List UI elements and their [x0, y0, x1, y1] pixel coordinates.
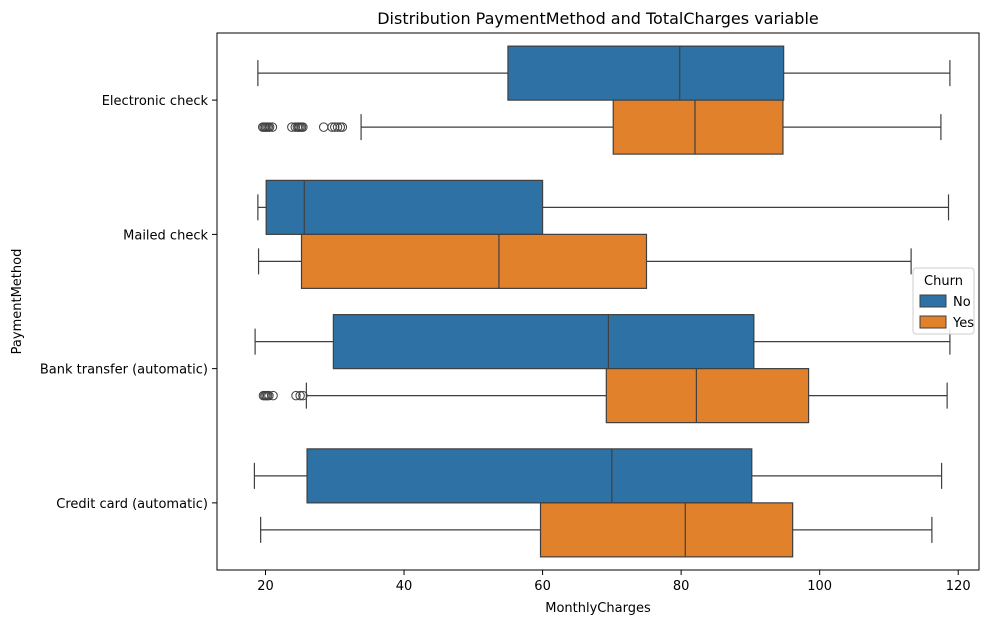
legend-title: Churn [924, 274, 963, 289]
box-yes [612, 99, 784, 155]
outlier-point [291, 390, 301, 401]
box-yes [605, 368, 810, 424]
x-axis-label: MonthlyCharges [545, 601, 651, 616]
outlier-point [267, 122, 278, 132]
outlier-point [332, 122, 343, 132]
box-no [332, 314, 755, 370]
legend: Churn No Yes [912, 267, 975, 335]
box-yes [539, 502, 794, 558]
y-tick-label: Bank transfer (automatic) [40, 363, 208, 378]
outlier-point [298, 122, 308, 132]
box-no [306, 448, 753, 504]
x-tick-label: 80 [673, 579, 690, 594]
x-tick-label: 100 [807, 579, 832, 594]
legend-label-yes: Yes [952, 316, 974, 331]
y-tick-label: Mailed check [123, 228, 208, 243]
outlier-point [337, 122, 348, 132]
outlier-point [264, 122, 275, 132]
box-no [265, 179, 544, 235]
box-no [507, 45, 785, 101]
legend-label-no: No [953, 295, 971, 310]
legend-swatch-yes [919, 315, 947, 329]
y-tick-label: Credit card (automatic) [56, 497, 208, 512]
outlier-point [318, 122, 329, 132]
outlier-point [295, 390, 305, 401]
y-tick-label: Electronic check [102, 94, 209, 109]
x-tick-label: 60 [534, 579, 551, 594]
x-tick-label: 120 [946, 579, 971, 594]
plot-area: 20 40 60 80 100 120 Electronic check Mailed che… [40, 32, 980, 594]
x-tick-label: 40 [396, 579, 413, 594]
outlier-point [268, 390, 278, 401]
chart-title: Distribution PaymentMethod and TotalChar… [377, 9, 819, 28]
outlier-point [330, 122, 340, 132]
x-tick-label: 20 [257, 579, 274, 594]
outlier-point [298, 390, 308, 401]
outlier-point [264, 390, 274, 401]
legend-swatch-no [919, 294, 947, 308]
y-axis-label: PaymentMethod [10, 249, 25, 355]
box-yes [300, 233, 648, 289]
axes-frame [216, 32, 980, 571]
